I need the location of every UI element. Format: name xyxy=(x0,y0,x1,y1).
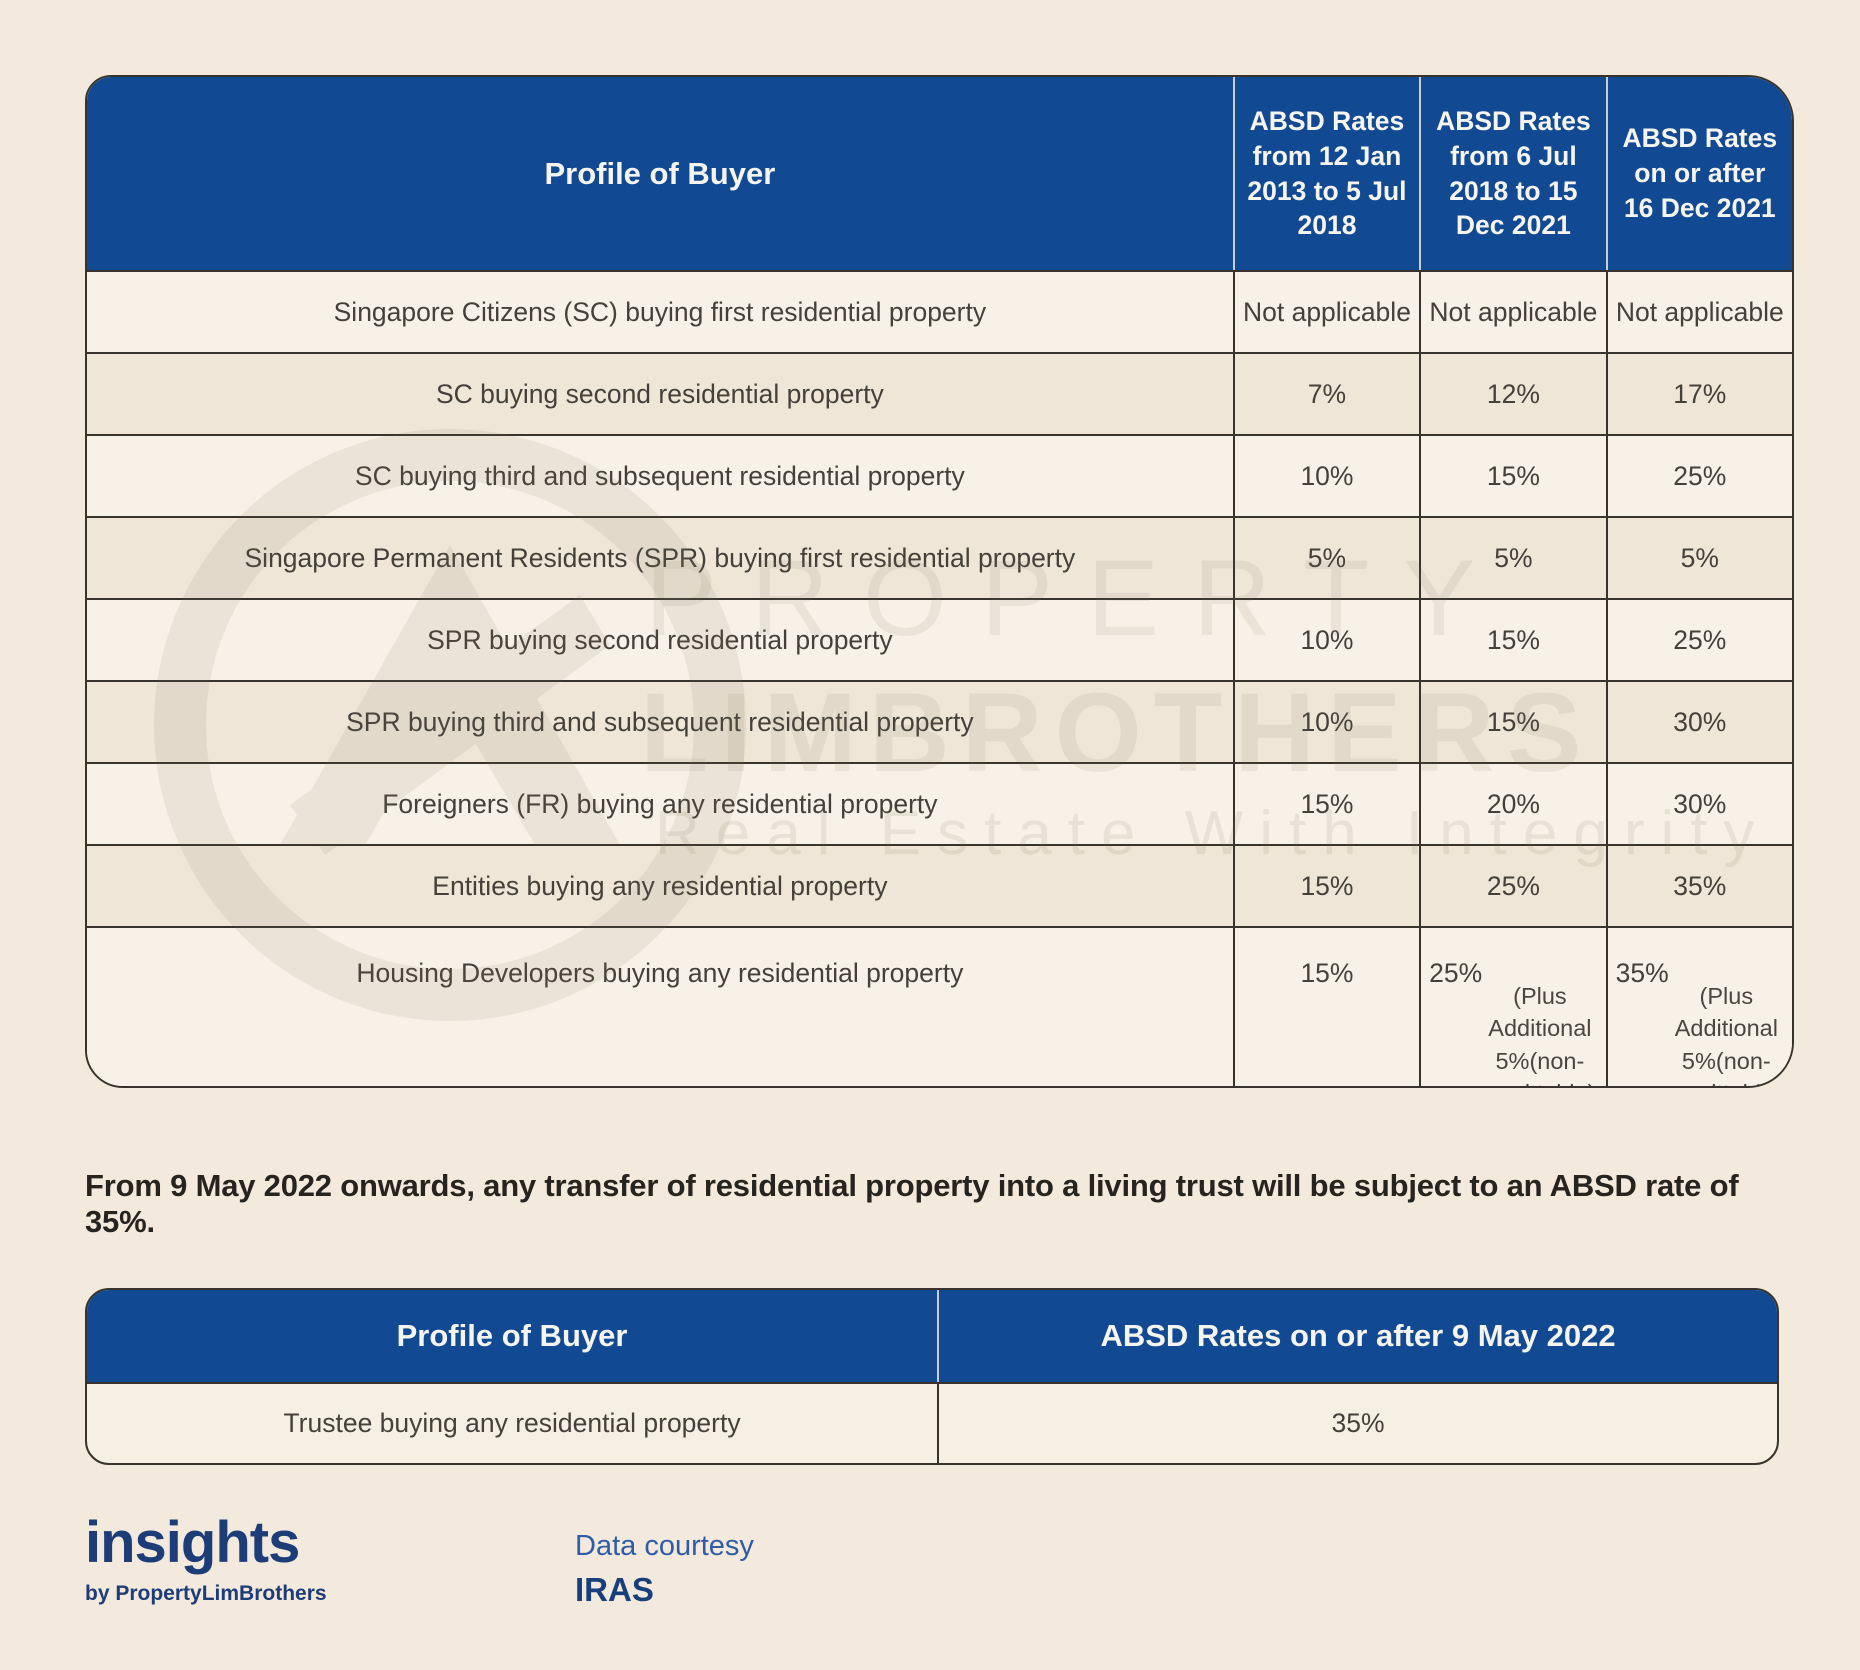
table-row: Singapore Permanent Residents (SPR) buyi… xyxy=(87,516,1792,598)
rate-cell: 7% xyxy=(1232,354,1419,434)
profile-cell: Singapore Citizens (SC) buying first res… xyxy=(333,296,987,327)
profile-cell: SC buying second residential property xyxy=(435,378,884,409)
rate-cell: 5% xyxy=(1232,518,1419,598)
header-profile-of-buyer: Profile of Buyer xyxy=(544,155,776,191)
data-courtesy-label: Data courtesy xyxy=(575,1530,754,1562)
profile-cell: Singapore Permanent Residents (SPR) buyi… xyxy=(244,542,1076,573)
rate-value: 25% xyxy=(1429,958,1483,988)
table-row: Entities buying any residential property… xyxy=(87,844,1792,926)
header-rates-after-may-2022: ABSD Rates on or after 9 May 2022 xyxy=(937,1290,1777,1382)
table-header-row: Profile of Buyer ABSD Rates on or after … xyxy=(87,1290,1777,1382)
absd-rates-table: Profile of Buyer ABSD Rates from 12 Jan … xyxy=(85,75,1794,1088)
rate-cell: 35% xyxy=(937,1384,1777,1463)
rate-cell: 15% xyxy=(1232,846,1419,926)
rate-cell: 25% (Plus Additional 5%(non-remittable) … xyxy=(1419,928,1605,1086)
rate-cell: 25% xyxy=(1605,600,1792,680)
header-profile-of-buyer: Profile of Buyer xyxy=(396,1318,628,1353)
rate-cell: Not applicable xyxy=(1232,272,1419,352)
trustee-rates-table: Profile of Buyer ABSD Rates on or after … xyxy=(85,1288,1779,1465)
rate-cell: 5% xyxy=(1419,518,1605,598)
profile-cell: SPR buying third and subsequent resident… xyxy=(346,706,974,737)
data-credit: Data courtesy IRAS xyxy=(575,1530,754,1609)
profile-cell: Trustee buying any residential property xyxy=(283,1408,741,1438)
profile-cell: SPR buying second residential property xyxy=(427,624,893,655)
table-header-row: Profile of Buyer ABSD Rates from 12 Jan … xyxy=(87,77,1792,270)
rate-cell: 12% xyxy=(1419,354,1605,434)
table-row: SPR buying third and subsequent resident… xyxy=(87,680,1792,762)
rate-cell: 17% xyxy=(1605,354,1792,434)
rate-cell: 15% xyxy=(1232,928,1419,1086)
rate-cell: 15% xyxy=(1419,600,1605,680)
iras-label: IRAS xyxy=(575,1571,654,1608)
rate-cell: 30% xyxy=(1605,764,1792,844)
insights-logo: insights by PropertyLimBrothers xyxy=(85,1514,327,1606)
rate-cell: 35% xyxy=(1605,846,1792,926)
table-row: Foreigners (FR) buying any residential p… xyxy=(87,762,1792,844)
living-trust-note: From 9 May 2022 onwards, any transfer of… xyxy=(85,1168,1739,1239)
rate-cell: 10% xyxy=(1232,682,1419,762)
rate-cell: 10% xyxy=(1232,436,1419,516)
rate-cell: 20% xyxy=(1419,764,1605,844)
rate-cell: 5% xyxy=(1605,518,1792,598)
rate-value: 35% xyxy=(1615,958,1669,988)
rate-cell: 30% xyxy=(1605,682,1792,762)
table-row: Trustee buying any residential property … xyxy=(87,1382,1777,1463)
rate-cell: 35% (Plus Additional 5%(non-remittable) … xyxy=(1605,928,1792,1086)
header-period-after-2021: ABSD Rates on or after 16 Dec 2021 xyxy=(1605,77,1792,270)
insights-byline: by PropertyLimBrothers xyxy=(85,1582,327,1605)
rate-cell: 15% xyxy=(1419,682,1605,762)
rate-cell: Not applicable xyxy=(1605,272,1792,352)
profile-cell: SC buying third and subsequent residenti… xyxy=(354,460,965,491)
header-period-2018-2021: ABSD Rates from 6 Jul 2018 to 15 Dec 202… xyxy=(1419,77,1605,270)
rate-cell: 25% xyxy=(1419,846,1605,926)
table-row: SC buying third and subsequent residenti… xyxy=(87,434,1792,516)
table-row: Housing Developers buying any residentia… xyxy=(87,926,1792,1086)
profile-cell: Foreigners (FR) buying any residential p… xyxy=(382,788,938,819)
header-period-2013-2018: ABSD Rates from 12 Jan 2013 to 5 Jul 201… xyxy=(1232,77,1419,270)
rate-cell: 10% xyxy=(1232,600,1419,680)
rate-cell: 15% xyxy=(1232,764,1419,844)
rate-cell: 25% xyxy=(1605,436,1792,516)
table-row: Singapore Citizens (SC) buying first res… xyxy=(87,270,1792,352)
profile-cell: Housing Developers buying any residentia… xyxy=(356,958,964,988)
rate-note: (Plus Additional 5%(non-remittable) ) xyxy=(1671,983,1782,1086)
table-row: SC buying second residential property 7%… xyxy=(87,352,1792,434)
insights-wordmark: insights xyxy=(85,1510,300,1575)
rate-cell: 15% xyxy=(1419,436,1605,516)
rate-cell: Not applicable xyxy=(1419,272,1605,352)
profile-cell: Entities buying any residential property xyxy=(432,870,888,901)
rate-note: (Plus Additional 5%(non-remittable) ) xyxy=(1484,983,1595,1086)
table-row: SPR buying second residential property 1… xyxy=(87,598,1792,680)
